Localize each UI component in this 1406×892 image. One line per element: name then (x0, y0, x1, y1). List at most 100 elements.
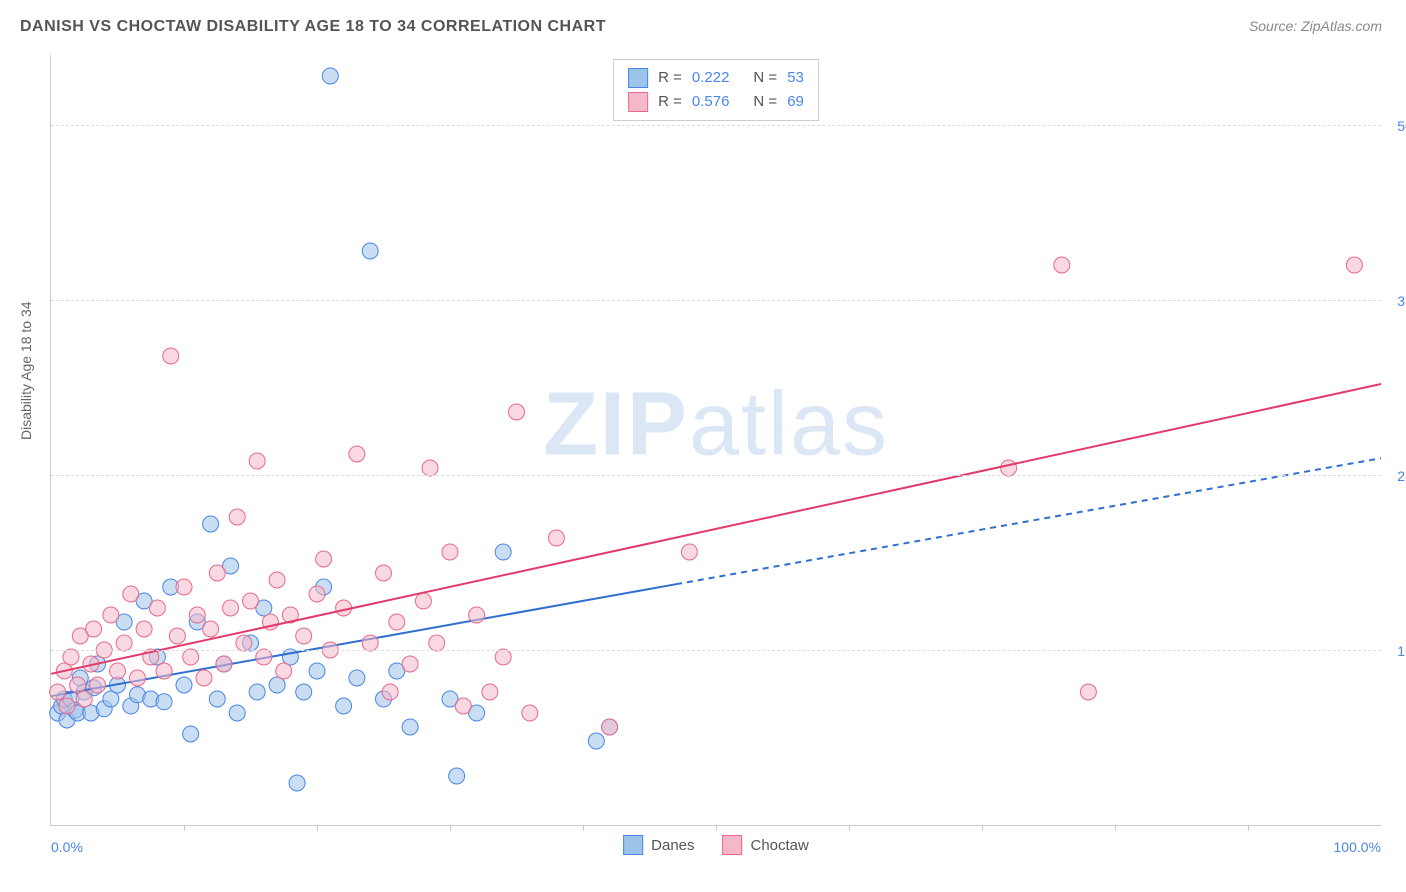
x-tick (849, 825, 850, 831)
chart-title: DANISH VS CHOCTAW DISABILITY AGE 18 TO 3… (20, 18, 606, 36)
y-axis-title: Disability Age 18 to 34 (18, 301, 34, 440)
data-point (123, 586, 139, 602)
data-point (1001, 460, 1017, 476)
trend-line (51, 384, 1381, 674)
gridline: 50.0% (51, 125, 1381, 126)
bottom-legend-item: Choctaw (723, 835, 809, 855)
data-point (86, 621, 102, 637)
legend-r-value: 0.222 (692, 66, 730, 90)
legend-r-label: R = (658, 90, 682, 114)
x-axis-min-label: 0.0% (51, 839, 83, 855)
data-point (442, 544, 458, 560)
bottom-legend: Danes Choctaw (623, 835, 809, 855)
data-point (76, 691, 92, 707)
data-point (243, 593, 259, 609)
stats-legend-row: R = 0.222 N = 53 (628, 66, 804, 90)
data-point (110, 663, 126, 679)
bottom-legend-label: Danes (651, 837, 694, 854)
data-point (429, 635, 445, 651)
data-point (203, 516, 219, 532)
data-point (169, 628, 185, 644)
gridline: 37.5% (51, 300, 1381, 301)
data-point (376, 565, 392, 581)
data-point (176, 579, 192, 595)
y-tick-label: 37.5% (1397, 293, 1406, 309)
data-point (216, 656, 232, 672)
x-tick (1248, 825, 1249, 831)
legend-n-value: 53 (787, 66, 804, 90)
data-point (548, 530, 564, 546)
data-point (129, 670, 145, 686)
data-point (296, 684, 312, 700)
legend-r-label: R = (658, 66, 682, 90)
data-point (322, 68, 338, 84)
legend-swatch (723, 835, 743, 855)
data-point (522, 705, 538, 721)
data-point (163, 348, 179, 364)
data-point (482, 684, 498, 700)
x-tick (450, 825, 451, 831)
data-point (296, 628, 312, 644)
x-tick (184, 825, 185, 831)
data-point (588, 733, 604, 749)
legend-swatch (628, 68, 648, 88)
data-point (349, 670, 365, 686)
data-point (336, 698, 352, 714)
data-point (59, 698, 75, 714)
plot-area: ZIPatlas R = 0.222N = 53R = 0.576N = 69 … (50, 55, 1381, 826)
data-point (196, 670, 212, 686)
data-point (1080, 684, 1096, 700)
legend-n-label: N = (753, 66, 777, 90)
data-point (183, 649, 199, 665)
data-point (402, 656, 418, 672)
data-point (249, 453, 265, 469)
data-point (422, 460, 438, 476)
data-point (189, 607, 205, 623)
trend-line-dashed (676, 458, 1381, 584)
gridline: 12.5% (51, 650, 1381, 651)
bottom-legend-label: Choctaw (751, 837, 809, 854)
legend-r-value: 0.576 (692, 90, 730, 114)
data-point (209, 565, 225, 581)
data-point (176, 677, 192, 693)
y-tick-label: 25.0% (1397, 468, 1406, 484)
x-tick (583, 825, 584, 831)
legend-n-label: N = (753, 90, 777, 114)
data-point (90, 677, 106, 693)
data-point (149, 600, 165, 616)
data-point (276, 663, 292, 679)
y-tick-label: 12.5% (1397, 643, 1406, 659)
stats-legend-row: R = 0.576 N = 69 (628, 90, 804, 114)
data-point (495, 544, 511, 560)
legend-n-value: 69 (787, 90, 804, 114)
legend-swatch (623, 835, 643, 855)
data-point (382, 684, 398, 700)
x-axis-max-label: 100.0% (1334, 839, 1381, 855)
data-point (249, 684, 265, 700)
data-point (223, 600, 239, 616)
bottom-legend-item: Danes (623, 835, 694, 855)
data-point (1054, 257, 1070, 273)
y-tick-label: 50.0% (1397, 118, 1406, 134)
data-point (349, 446, 365, 462)
data-point (362, 243, 378, 259)
data-point (289, 775, 305, 791)
data-point (469, 607, 485, 623)
x-tick (317, 825, 318, 831)
x-tick (1115, 825, 1116, 831)
data-point (269, 572, 285, 588)
x-tick (982, 825, 983, 831)
data-point (136, 621, 152, 637)
data-point (602, 719, 618, 735)
source-attribution: Source: ZipAtlas.com (1249, 18, 1382, 34)
data-point (309, 663, 325, 679)
data-point (236, 635, 252, 651)
x-tick (716, 825, 717, 831)
data-point (256, 649, 272, 665)
data-point (116, 635, 132, 651)
data-point (455, 698, 471, 714)
data-point (389, 614, 405, 630)
gridline: 25.0% (51, 475, 1381, 476)
legend-swatch (628, 92, 648, 112)
data-point (415, 593, 431, 609)
